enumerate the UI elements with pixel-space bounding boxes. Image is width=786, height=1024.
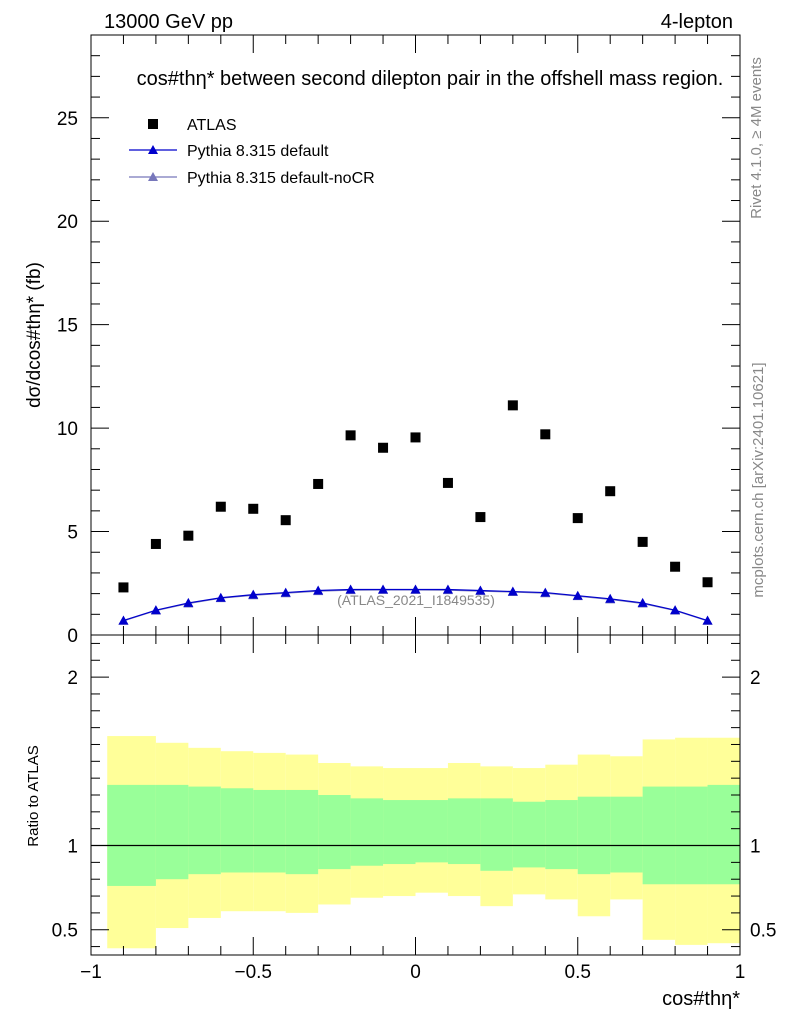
pythia-default-point-14 <box>572 590 583 600</box>
band-stat-bin-18 <box>707 784 740 885</box>
band-stat-bin-3 <box>220 788 254 873</box>
atlas-point-18 <box>702 577 713 588</box>
ratio-bands <box>91 736 740 949</box>
band-stat-bin-10 <box>447 798 481 865</box>
mcplots-label: mcplots.cern.ch [arXiv:2401.10621] <box>750 362 767 597</box>
band-stat-bin-1 <box>155 784 189 880</box>
ratio-ytick-label-right-1: 1 <box>750 837 761 858</box>
ratio-xtick-label-2: 0 <box>410 962 421 983</box>
ratio-ytick-label-left-0: 0.5 <box>52 921 78 942</box>
legend-marker-0 <box>148 119 158 129</box>
energy-label: 13000 GeV pp <box>104 11 233 33</box>
plot-title: cos#thη* between second dilepton pair in… <box>137 68 724 90</box>
pythia-default-point-4 <box>248 589 259 599</box>
atlas-point-15 <box>605 486 616 497</box>
ratio-y-axis-title: Ratio to ATLAS <box>25 745 42 846</box>
main-ytick-label-0: 0 <box>67 626 78 647</box>
band-stat-bin-11 <box>480 798 513 871</box>
main-ytick-label-5: 25 <box>57 109 78 130</box>
legend: ATLAS Pythia 8.315 default Pythia 8.315 de… <box>129 117 375 187</box>
ratio-ytick-label-right-0: 0.5 <box>750 921 776 942</box>
pythia-default-point-3 <box>215 592 226 602</box>
atlas-point-5 <box>280 515 291 526</box>
pythia-default-point-15 <box>605 593 616 603</box>
ratio-ytick-label-right-2: 2 <box>750 668 761 689</box>
band-stat-bin-17 <box>675 786 708 885</box>
watermark: (ATLAS_2021_I1849535) <box>337 592 495 608</box>
band-stat-bin-15 <box>610 796 643 873</box>
ratio-xtick-label-4: 1 <box>735 962 746 983</box>
main-ytick-label-1: 5 <box>67 523 78 544</box>
pythia-default-point-7 <box>345 584 356 594</box>
band-stat-bin-8 <box>383 800 416 865</box>
rivet-version-label: Rivet 4.1.0, ≥ 4M events <box>748 57 765 219</box>
band-stat-bin-6 <box>318 795 351 870</box>
band-stat-bin-4 <box>253 789 286 873</box>
ratio-xtick-label-0: −1 <box>80 962 102 983</box>
pythia-default-point-16 <box>637 597 648 607</box>
pythia-default-point-5 <box>280 587 291 597</box>
process-label: 4-lepton <box>661 11 733 33</box>
data-points <box>118 400 713 593</box>
atlas-point-6 <box>313 478 324 489</box>
atlas-point-12 <box>507 400 518 411</box>
pythia-default-point-6 <box>313 585 324 595</box>
main-ytick-label-4: 20 <box>57 212 78 233</box>
atlas-point-0 <box>118 582 129 593</box>
band-stat-bin-2 <box>188 786 221 875</box>
atlas-point-1 <box>150 538 161 549</box>
main-ytick-label-3: 15 <box>57 316 78 337</box>
pythia-default-point-0 <box>118 615 129 625</box>
pythia-default-point-1 <box>150 605 161 615</box>
legend-marker-2 <box>148 172 158 181</box>
pythia-default-point-2 <box>183 597 194 607</box>
pythia-default-point-9 <box>410 584 421 594</box>
plot-frames <box>90 34 741 956</box>
atlas-point-14 <box>572 513 583 524</box>
legend-label-1: Pythia 8.315 default <box>187 143 329 160</box>
y-axis-title: dσ/dcos#thη* (fb) <box>24 262 45 408</box>
atlas-point-8 <box>378 442 389 453</box>
legend-label-0: ATLAS <box>187 117 237 134</box>
ratio-xtick-label-3: 0.5 <box>565 962 591 983</box>
atlas-point-13 <box>540 429 551 440</box>
atlas-point-11 <box>475 512 486 523</box>
pythia-default-point-12 <box>507 586 518 596</box>
atlas-point-4 <box>248 503 259 514</box>
band-stat-bin-0 <box>107 784 156 886</box>
atlas-point-7 <box>345 430 356 441</box>
ratio-ytick-label-left-2: 2 <box>67 668 78 689</box>
ratio-ytick-label-left-1: 1 <box>67 837 78 858</box>
pythia-default-point-8 <box>378 584 389 594</box>
pythia-default-point-11 <box>475 585 486 595</box>
atlas-point-9 <box>410 432 421 443</box>
legend-marker-1 <box>148 145 158 154</box>
band-stat-bin-9 <box>415 800 448 863</box>
band-stat-bin-12 <box>512 801 546 868</box>
pythia-default-point-10 <box>442 584 453 594</box>
atlas-point-3 <box>215 501 226 512</box>
main-ytick-label-2: 10 <box>57 419 78 440</box>
pythia-default-point-18 <box>702 615 713 625</box>
pythia-default-point-13 <box>540 587 551 597</box>
ratio-xtick-label-1: −0.5 <box>234 962 272 983</box>
band-stat-bin-5 <box>285 789 319 875</box>
mc-curves <box>118 584 713 625</box>
x-axis-title: cos#thη* <box>662 988 740 1010</box>
axis-ticks <box>90 35 741 955</box>
pythia-default-point-17 <box>670 605 681 615</box>
atlas-point-17 <box>670 561 681 572</box>
legend-label-2: Pythia 8.315 default-noCR <box>187 170 375 187</box>
atlas-point-10 <box>442 477 453 488</box>
ratio-frame <box>90 634 741 956</box>
atlas-point-2 <box>183 530 194 541</box>
band-stat-bin-14 <box>577 796 611 875</box>
band-stat-bin-16 <box>642 786 676 885</box>
band-stat-bin-13 <box>545 800 578 870</box>
band-stat-bin-7 <box>350 798 384 866</box>
atlas-point-16 <box>637 536 648 547</box>
